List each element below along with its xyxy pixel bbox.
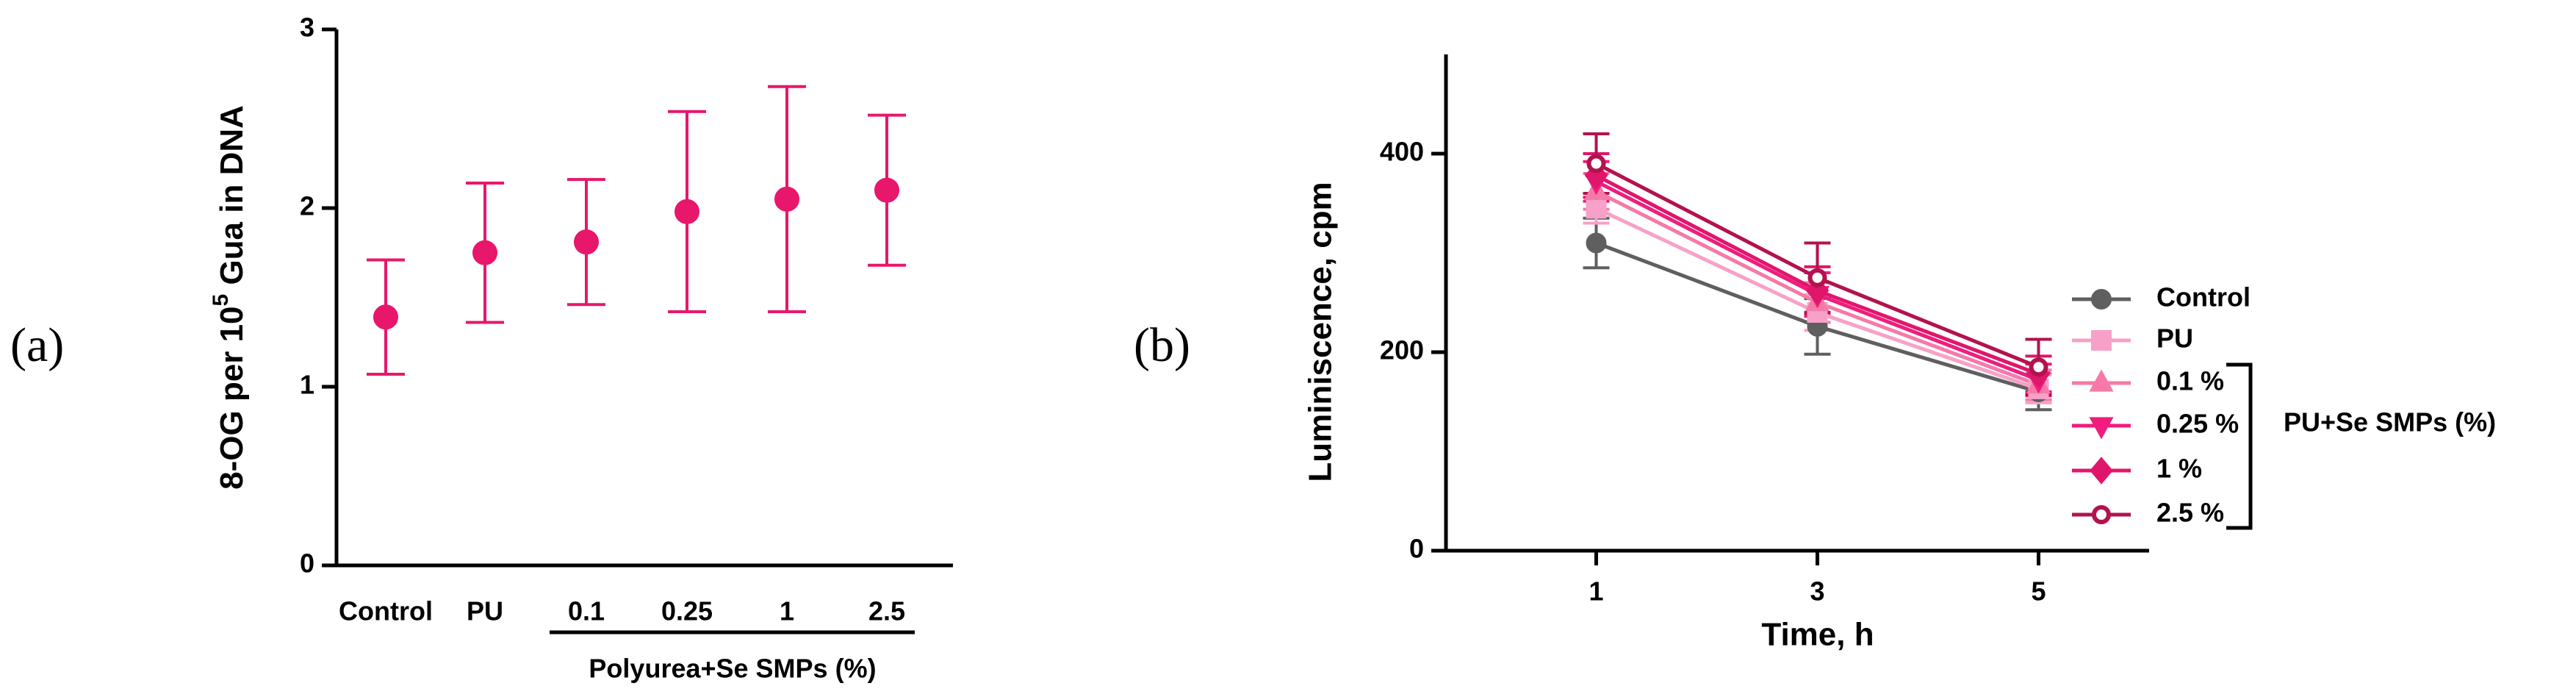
marker (2089, 417, 2114, 440)
marker (2091, 330, 2112, 351)
marker (1586, 232, 1607, 254)
legend-label: 2.5 % (2156, 498, 2224, 528)
y-axis-title: 8-OG per 105 Gua in DNA (209, 105, 250, 490)
y-title-part: Gua in DNA (214, 105, 250, 294)
marker (774, 186, 799, 212)
marker (2092, 505, 2111, 524)
x-tick-label: 3 (1810, 576, 1824, 607)
y-title-sup: 5 (209, 294, 233, 307)
legend-label: 1 % (2156, 454, 2202, 484)
x-tick-label: 2.5 (868, 596, 905, 626)
marker (1805, 276, 1830, 304)
marker (1807, 268, 1827, 287)
marker (2090, 457, 2113, 485)
marker (2089, 369, 2114, 392)
marker (574, 229, 599, 255)
marker (1586, 198, 1607, 219)
x-tick-label: 5 (2031, 576, 2046, 607)
panel-label: (a) (10, 318, 64, 372)
marker (2029, 357, 2048, 377)
legend-label: 0.25 % (2156, 409, 2239, 439)
x-tick-label: 0.25 (661, 596, 713, 626)
legend-label: 0.1 % (2156, 366, 2224, 396)
marker (874, 177, 899, 203)
x-tick-label: 0.1 (568, 596, 605, 626)
marker (1584, 162, 1608, 190)
x-tick-label: 1 (1589, 576, 1603, 607)
y-tick-label: 0 (300, 548, 314, 579)
marker (2091, 289, 2112, 310)
panel-label: (b) (1134, 318, 1190, 372)
legend-group-label: PU+Se SMPs (%) (2284, 407, 2496, 437)
y-tick-label: 1 (300, 370, 314, 400)
x-tick-label: 1 (780, 596, 794, 626)
legend-label: Control (2156, 282, 2251, 312)
y-tick-label: 400 (1380, 137, 1424, 167)
x-tick-label: PU (467, 596, 503, 626)
legend-bracket (2226, 362, 2253, 530)
marker (373, 304, 398, 330)
y-title-part: 8-OG per 10 (214, 306, 250, 489)
marker (472, 240, 497, 265)
marker (1586, 154, 1606, 174)
y-axis-title: Luminiscence, cpm (1303, 182, 1339, 482)
group-label: Polyurea+Se SMPs (%) (589, 654, 876, 684)
y-tick-label: 200 (1380, 335, 1424, 365)
legend-label: PU (2156, 324, 2193, 354)
x-axis-title: Time, h (1761, 617, 1874, 653)
y-tick-label: 3 (300, 12, 314, 43)
x-tick-label: Control (339, 596, 433, 626)
marker (674, 199, 699, 224)
y-tick-label: 2 (300, 191, 314, 221)
y-tick-label: 0 (1409, 534, 1424, 564)
